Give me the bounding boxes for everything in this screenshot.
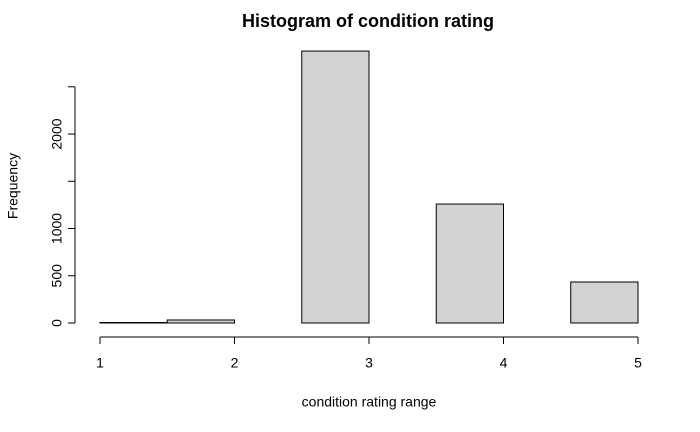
bar bbox=[435, 203, 504, 324]
y-tick-label: 2000 bbox=[49, 118, 65, 149]
x-tick-label: 1 bbox=[96, 355, 104, 371]
chart-title: Histogram of condition rating bbox=[242, 11, 494, 31]
x-axis-label: condition rating range bbox=[302, 394, 437, 410]
bar bbox=[570, 281, 639, 324]
y-axis-label: Frequency bbox=[5, 153, 21, 219]
bar bbox=[166, 319, 235, 324]
x-tick-label: 3 bbox=[365, 355, 373, 371]
y-tick-label: 1000 bbox=[49, 213, 65, 244]
y-tick-label: 0 bbox=[49, 319, 65, 327]
x-tick-label: 4 bbox=[500, 355, 508, 371]
bar bbox=[301, 50, 370, 324]
x-tick-label: 2 bbox=[231, 355, 239, 371]
x-tick-label: 5 bbox=[634, 355, 642, 371]
y-tick-label: 500 bbox=[49, 264, 65, 288]
